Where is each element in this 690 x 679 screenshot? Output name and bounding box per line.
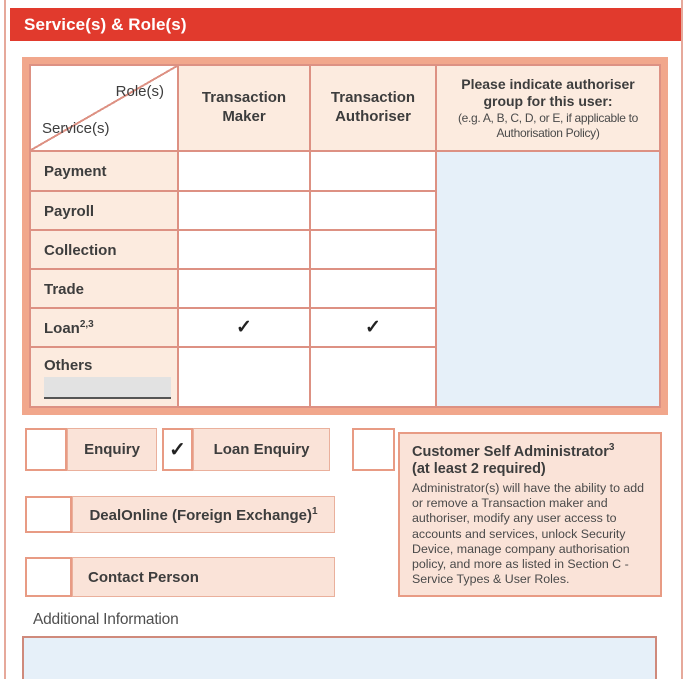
trade-maker-cell[interactable] bbox=[179, 270, 309, 307]
section-title: Service(s) & Role(s) bbox=[24, 14, 187, 34]
enquiry-label: Enquiry bbox=[67, 428, 157, 471]
additional-information-input[interactable] bbox=[22, 636, 657, 679]
payroll-maker-cell[interactable] bbox=[179, 192, 309, 229]
contact-person-label: Contact Person bbox=[72, 557, 335, 597]
authoriser-group-title: Please indicate authoriser group for thi… bbox=[461, 76, 635, 109]
service-row-label-loan: Loan2,3 bbox=[31, 309, 177, 346]
loan-enquiry-label: Loan Enquiry bbox=[193, 428, 330, 471]
page-border-right bbox=[681, 0, 683, 679]
service-name: Collection bbox=[44, 241, 117, 259]
service-name: Loan bbox=[44, 319, 80, 337]
service-name: Payment bbox=[44, 163, 107, 180]
enquiry-option-group: Enquiry bbox=[25, 428, 157, 471]
contact-person-label-text: Contact Person bbox=[88, 568, 199, 586]
service-name: Trade bbox=[44, 280, 85, 298]
section-header-bar: Service(s) & Role(s) bbox=[10, 8, 681, 41]
service-row-label-trade: Trade bbox=[31, 270, 177, 307]
dealonline-label-text: DealOnline (Foreign Exchange)1 bbox=[89, 505, 318, 524]
others-maker-cell[interactable] bbox=[179, 348, 309, 406]
service-name: Others bbox=[44, 356, 93, 374]
page-border-left bbox=[4, 0, 6, 679]
dealonline-label: DealOnline (Foreign Exchange)1 bbox=[72, 496, 335, 533]
services-roles-table-frame: Role(s) Service(s) Transaction Maker Tra… bbox=[22, 57, 668, 415]
dealonline-checkbox[interactable] bbox=[25, 496, 72, 533]
customer-self-admin-checkbox[interactable] bbox=[352, 428, 395, 471]
service-footnote: 2,3 bbox=[79, 318, 94, 330]
others-authoriser-cell[interactable] bbox=[311, 348, 435, 406]
admin-title: Customer Self Administrator3 bbox=[412, 442, 615, 460]
corner-header-cell: Role(s) Service(s) bbox=[31, 66, 177, 150]
payment-maker-cell[interactable] bbox=[179, 152, 309, 190]
loan-enquiry-checkbox[interactable]: ✓ bbox=[162, 428, 193, 471]
corner-role-label: Role(s) bbox=[115, 83, 164, 100]
additional-information-label: Additional Information bbox=[33, 611, 179, 628]
admin-subtitle: (at least 2 required) bbox=[412, 461, 546, 478]
loan-authoriser-cell[interactable]: ✓ bbox=[311, 309, 435, 346]
loan-maker-cell[interactable]: ✓ bbox=[179, 309, 309, 346]
authoriser-group-note: (e.g. A, B, C, D, or E, if applicable to… bbox=[457, 111, 639, 140]
service-row-label-collection: Collection bbox=[31, 231, 177, 268]
column-header-authoriser-group: Please indicate authoriser group for thi… bbox=[437, 66, 659, 150]
payroll-authoriser-cell[interactable] bbox=[311, 192, 435, 229]
loan-enquiry-label-text: Loan Enquiry bbox=[213, 441, 310, 458]
collection-authoriser-cell[interactable] bbox=[311, 231, 435, 268]
customer-self-admin-box: Customer Self Administrator3 (at least 2… bbox=[398, 432, 662, 597]
column-header-transaction-maker: Transaction Maker bbox=[179, 66, 309, 150]
payment-authoriser-cell[interactable] bbox=[311, 152, 435, 190]
service-row-label-others: Others bbox=[31, 348, 177, 406]
enquiry-label-text: Enquiry bbox=[84, 441, 140, 458]
service-name: Payroll bbox=[44, 202, 95, 220]
authoriser-group-input-area[interactable] bbox=[437, 152, 659, 406]
collection-maker-cell[interactable] bbox=[179, 231, 309, 268]
corner-service-label: Service(s) bbox=[42, 120, 110, 137]
trade-authoriser-cell[interactable] bbox=[311, 270, 435, 307]
enquiry-checkbox[interactable] bbox=[25, 428, 67, 471]
contact-person-option-group: Contact Person bbox=[25, 557, 335, 597]
others-text-input[interactable] bbox=[44, 376, 171, 399]
service-row-label-payroll: Payroll bbox=[31, 192, 177, 229]
dealonline-option-group: DealOnline (Foreign Exchange)1 bbox=[25, 496, 335, 533]
admin-description: Administrator(s) will have the ability t… bbox=[412, 480, 645, 587]
column-header-transaction-authoriser: Transaction Authoriser bbox=[311, 66, 435, 150]
contact-person-checkbox[interactable] bbox=[25, 557, 72, 597]
services-roles-table: Role(s) Service(s) Transaction Maker Tra… bbox=[29, 64, 661, 408]
loan-enquiry-option-group: ✓ Loan Enquiry bbox=[162, 428, 330, 471]
service-row-label-payment: Payment bbox=[31, 152, 177, 190]
